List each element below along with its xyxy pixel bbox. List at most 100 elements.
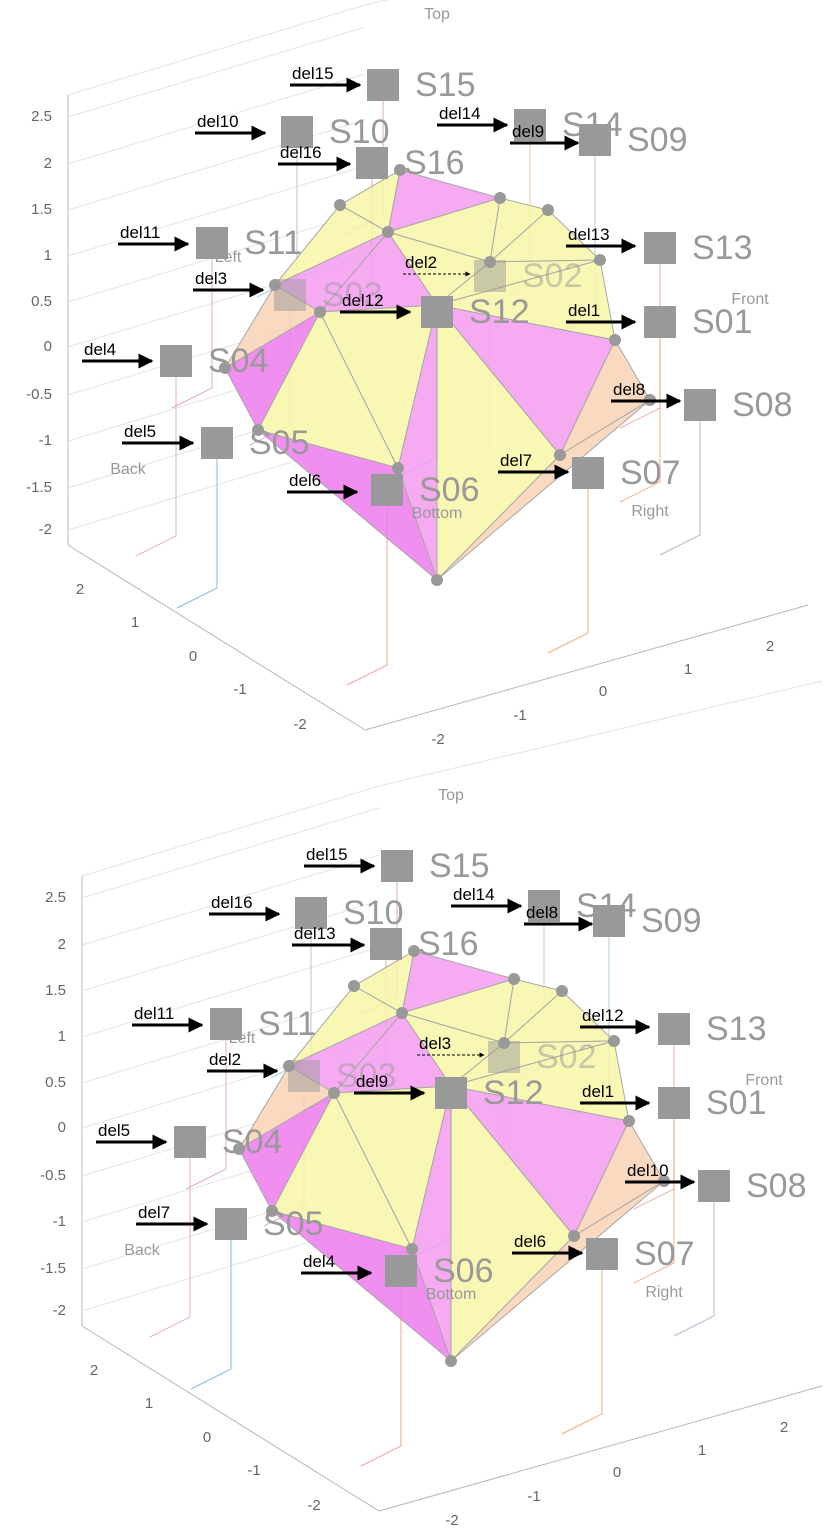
speaker-label: S10 bbox=[343, 894, 404, 932]
speaker-marker bbox=[215, 1208, 247, 1240]
delay-label: del4 bbox=[84, 340, 116, 359]
vertex bbox=[334, 199, 346, 211]
delay-label: del6 bbox=[289, 471, 321, 490]
speaker-label: S07 bbox=[620, 454, 681, 492]
z-tick-label: 1 bbox=[58, 1028, 66, 1045]
speaker-marker bbox=[371, 474, 403, 506]
speaker-marker bbox=[644, 232, 676, 264]
speaker-marker bbox=[196, 227, 228, 259]
delay-label: del7 bbox=[500, 451, 532, 470]
drop-line bbox=[149, 1142, 191, 1338]
vertex bbox=[233, 1143, 245, 1155]
vertex bbox=[554, 449, 566, 461]
speaker-label: S06 bbox=[419, 471, 480, 509]
axis-line bbox=[81, 785, 380, 877]
vertex bbox=[396, 1007, 408, 1019]
delay-label: del15 bbox=[292, 64, 334, 83]
view-label: Top bbox=[438, 787, 464, 804]
speaker-label: S04 bbox=[208, 342, 269, 380]
vertex bbox=[556, 985, 568, 997]
grid-line bbox=[81, 854, 380, 946]
delay-label: del8 bbox=[613, 380, 645, 399]
face bbox=[436, 259, 616, 341]
speaker-label: S02 bbox=[522, 257, 583, 295]
delay-label: del6 bbox=[514, 1232, 546, 1251]
speaker-marker bbox=[488, 1041, 520, 1073]
z-tick-label: 0 bbox=[58, 1119, 66, 1136]
delay-label: del3 bbox=[195, 269, 227, 288]
speaker-label: S13 bbox=[706, 1010, 767, 1048]
y-tick-label: -1 bbox=[247, 1462, 260, 1479]
grid-line bbox=[81, 900, 380, 992]
speaker-label: S11 bbox=[258, 1005, 316, 1043]
x-tick-label: -1 bbox=[527, 1488, 540, 1505]
y-tick-label: 0 bbox=[189, 648, 197, 665]
vertex bbox=[594, 254, 606, 266]
drop-line bbox=[561, 1254, 603, 1435]
speaker-label: S13 bbox=[692, 229, 753, 267]
delay-label: del13 bbox=[568, 225, 610, 244]
delay-label: del4 bbox=[303, 1252, 335, 1271]
delay-label: del5 bbox=[98, 1121, 130, 1140]
delay-label: del3 bbox=[419, 1034, 451, 1053]
speaker-marker bbox=[201, 427, 233, 459]
y-tick-label: -2 bbox=[293, 716, 306, 733]
view-label: Front bbox=[745, 1072, 783, 1089]
speaker-marker bbox=[528, 890, 560, 922]
axis-line bbox=[67, 544, 366, 731]
speaker-marker bbox=[356, 147, 388, 179]
delay-label: del7 bbox=[138, 1203, 170, 1222]
vertex bbox=[568, 1230, 580, 1242]
vertex bbox=[494, 192, 506, 204]
speaker-marker bbox=[160, 345, 192, 377]
speaker-label: S11 bbox=[244, 224, 302, 262]
delay-label: del16 bbox=[211, 893, 253, 912]
vertex bbox=[542, 204, 554, 216]
delay-label: del14 bbox=[439, 104, 481, 123]
speaker-marker bbox=[174, 1126, 206, 1158]
speaker-marker bbox=[658, 1013, 690, 1045]
speaker-marker bbox=[367, 69, 399, 101]
drop-line bbox=[185, 1024, 227, 1190]
drop-line bbox=[659, 405, 701, 556]
polyhedron bbox=[233, 945, 670, 1367]
speaker-marker bbox=[210, 1008, 242, 1040]
speaker-label: S08 bbox=[732, 386, 793, 424]
speaker-label: S03 bbox=[322, 276, 383, 314]
axis-line bbox=[378, 680, 823, 787]
speaker-label: S01 bbox=[706, 1084, 767, 1122]
delay-label: del9 bbox=[356, 1072, 388, 1091]
view-label: Top bbox=[424, 6, 450, 23]
vertex bbox=[394, 164, 406, 176]
drop-line bbox=[346, 490, 388, 686]
z-tick-label: 0.5 bbox=[45, 1074, 66, 1091]
y-tick-label: -2 bbox=[307, 1497, 320, 1514]
speaker-label: S16 bbox=[418, 925, 479, 963]
speaker-label: S01 bbox=[692, 303, 753, 341]
speaker-marker bbox=[579, 124, 611, 156]
z-tick-label: -1 bbox=[39, 432, 52, 449]
delay-label: del5 bbox=[124, 422, 156, 441]
drop-line bbox=[547, 473, 589, 654]
z-tick-label: 0 bbox=[44, 338, 52, 355]
speaker-marker bbox=[381, 850, 413, 882]
delay-label: del16 bbox=[280, 143, 322, 162]
delay-label: del8 bbox=[526, 903, 558, 922]
vertex bbox=[382, 226, 394, 238]
speaker-label: S09 bbox=[641, 902, 702, 940]
speaker-marker bbox=[474, 260, 506, 292]
axis-line bbox=[67, 4, 366, 96]
grid-line bbox=[67, 26, 366, 118]
face bbox=[450, 1040, 630, 1122]
delay-label: del2 bbox=[209, 1050, 241, 1069]
z-tick-label: 1 bbox=[44, 247, 52, 264]
drop-line bbox=[633, 1103, 675, 1284]
drop-line bbox=[135, 361, 177, 557]
view-label: Bottom bbox=[426, 1286, 477, 1303]
z-tick-label: -0.5 bbox=[26, 386, 52, 403]
speaker-label: S15 bbox=[429, 847, 490, 885]
z-tick-label: -1.5 bbox=[40, 1260, 66, 1277]
grid-line bbox=[67, 165, 366, 257]
panel: 2.5 2 1.5 1 0.5 0 -0.5 -1 -1.5 -2 2 1 0 -1 -2 -2 -1 0 1 2 To… bbox=[40, 680, 823, 1529]
